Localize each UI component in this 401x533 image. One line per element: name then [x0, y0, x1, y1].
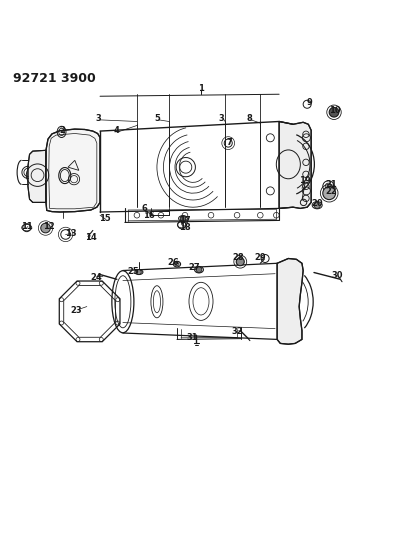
Text: 12: 12: [43, 222, 55, 231]
Text: 24: 24: [90, 273, 102, 282]
Text: 3: 3: [218, 114, 223, 123]
Text: 26: 26: [167, 258, 178, 267]
Text: 20: 20: [311, 199, 322, 208]
Circle shape: [41, 223, 50, 233]
Text: 30: 30: [331, 271, 342, 280]
Circle shape: [236, 257, 244, 265]
Text: 18: 18: [179, 223, 190, 232]
Text: 7: 7: [226, 138, 231, 147]
Circle shape: [180, 216, 185, 221]
Text: 15: 15: [99, 214, 110, 223]
Text: 16: 16: [143, 211, 154, 220]
Text: 13: 13: [65, 229, 77, 238]
Text: 92721 3900: 92721 3900: [13, 72, 95, 85]
Text: 29: 29: [254, 253, 265, 262]
Circle shape: [328, 108, 338, 117]
Text: 3: 3: [96, 114, 101, 123]
Text: 32: 32: [231, 327, 242, 336]
Text: 2: 2: [60, 126, 65, 135]
Text: 5: 5: [154, 114, 160, 123]
Text: 8: 8: [245, 114, 251, 123]
Polygon shape: [28, 150, 46, 203]
Text: 27: 27: [188, 263, 199, 272]
Text: 9: 9: [306, 98, 311, 107]
Text: 23: 23: [70, 306, 82, 315]
Text: 6: 6: [142, 204, 148, 213]
Text: 17: 17: [179, 216, 190, 225]
Circle shape: [313, 202, 320, 208]
Polygon shape: [45, 129, 100, 212]
Text: 25: 25: [127, 267, 138, 276]
Text: 28: 28: [231, 253, 243, 262]
Text: 4: 4: [113, 126, 119, 135]
Polygon shape: [278, 122, 310, 208]
Text: 21: 21: [324, 180, 336, 189]
Text: 31: 31: [186, 333, 198, 342]
Circle shape: [136, 270, 141, 274]
Text: 14: 14: [85, 233, 97, 242]
Circle shape: [322, 187, 335, 199]
Circle shape: [196, 267, 201, 272]
Text: 10: 10: [328, 106, 340, 115]
Polygon shape: [276, 259, 302, 344]
Text: 1: 1: [198, 84, 203, 93]
Text: 22: 22: [324, 187, 336, 196]
Text: 11: 11: [21, 222, 32, 231]
Text: 19: 19: [299, 176, 310, 185]
